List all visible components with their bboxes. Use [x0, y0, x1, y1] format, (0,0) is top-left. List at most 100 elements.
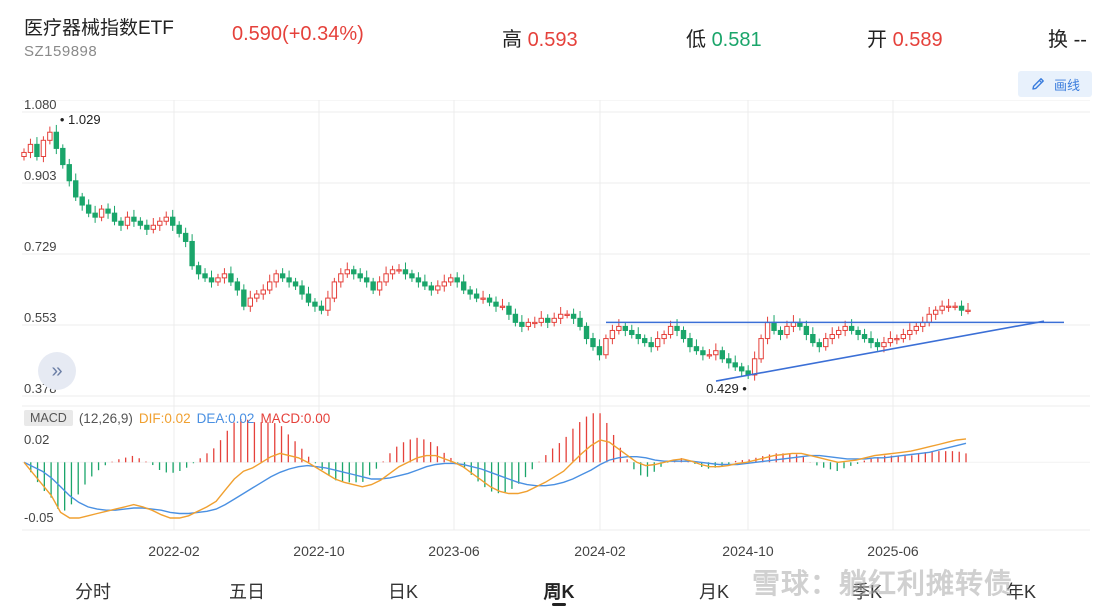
candle-body	[609, 329, 616, 340]
candle-body	[512, 313, 519, 323]
candle-body	[532, 321, 538, 325]
candle-body	[680, 329, 687, 340]
candle-body	[79, 196, 85, 206]
candle-body	[545, 317, 551, 323]
candle-body	[402, 269, 409, 275]
candle-body	[616, 325, 622, 331]
current-price: 0.590(+0.34%)	[232, 23, 364, 45]
candle-body	[894, 338, 900, 341]
watermark: 雪球：躺红利摊转债	[752, 568, 1014, 599]
trend-lines	[606, 320, 1064, 382]
candle-body	[66, 164, 72, 182]
candle-body	[674, 325, 680, 331]
candle-body	[247, 297, 254, 307]
candle-body	[376, 281, 383, 291]
candle-body	[111, 212, 118, 222]
macd-lines	[23, 438, 967, 519]
candle-body	[260, 289, 266, 295]
candle-body	[292, 281, 299, 287]
macd-y-tick-label: -0.05	[24, 510, 54, 525]
candle-body	[939, 305, 945, 311]
candle-body	[713, 350, 719, 356]
candle-body	[480, 297, 486, 300]
candle-body	[751, 358, 758, 376]
candle-body	[700, 350, 706, 356]
candle-body	[331, 281, 338, 299]
candle-body	[816, 342, 822, 348]
candle-body	[525, 321, 532, 327]
candle-body	[945, 305, 952, 308]
x-tick-label: 2025-06	[867, 543, 919, 559]
candle-body	[473, 293, 480, 299]
draw-line-button[interactable]: 画线	[1018, 71, 1092, 97]
candle-body	[299, 285, 305, 295]
candle-body	[441, 281, 447, 287]
candle-body	[861, 334, 868, 340]
candle-body	[758, 338, 764, 360]
active-tab-indicator	[552, 603, 566, 606]
low-stat: 低 0.581	[686, 23, 762, 52]
macd-value: MACD:0.00	[260, 410, 331, 426]
candle-body	[932, 309, 939, 315]
candle-body	[176, 224, 182, 234]
candle-body	[27, 143, 34, 153]
candle-body	[234, 281, 241, 291]
candle-body	[732, 362, 738, 368]
tab-quarterly-k[interactable]: 季K	[851, 582, 882, 602]
candle-body	[202, 273, 208, 279]
candle-body	[363, 277, 370, 283]
y-tick-label: 0.903	[24, 168, 57, 183]
candle-body	[810, 334, 816, 344]
candle-body	[952, 305, 958, 308]
draw-line-label: 画线	[1053, 77, 1080, 93]
candle-body	[396, 269, 402, 272]
candle-body	[254, 293, 260, 299]
candle-body	[344, 269, 350, 275]
candle-body	[60, 147, 66, 166]
candle-body	[706, 354, 713, 357]
candle-body	[286, 277, 292, 283]
candle-body	[448, 277, 454, 283]
candle-body	[144, 224, 150, 230]
tab-intraday[interactable]: 分时	[75, 582, 111, 602]
macd-indicator-tag[interactable]: MACD	[24, 410, 73, 426]
candle-body	[325, 297, 331, 311]
candle-body	[409, 273, 415, 279]
candle-body	[383, 273, 389, 283]
turnover-label: 换	[1048, 29, 1068, 51]
candle-body	[195, 265, 202, 275]
candle-body	[318, 305, 325, 311]
y-tick-label: 0.553	[24, 310, 57, 325]
candle-body	[170, 216, 176, 226]
candle-body	[622, 325, 629, 331]
candle-body	[868, 338, 874, 344]
dif-line	[23, 438, 967, 519]
macd-dif: DIF:0.02	[138, 410, 191, 426]
tab-five-day[interactable]: 五日	[229, 582, 265, 602]
macd-dea: DEA:0.02	[196, 410, 255, 426]
candle-body	[182, 232, 189, 242]
max-price-label: • 1.029	[60, 112, 101, 127]
tab-yearly-k[interactable]: 年K	[1005, 582, 1036, 602]
candle-body	[874, 342, 881, 348]
tab-weekly-k[interactable]: 周K	[543, 582, 575, 602]
tab-monthly-k[interactable]: 月K	[698, 582, 729, 602]
candle-body	[881, 342, 887, 348]
candle-body	[221, 273, 228, 279]
candle-body	[771, 321, 777, 331]
high-label: 高	[502, 29, 522, 51]
candle-body	[428, 285, 435, 291]
candle-body	[208, 277, 215, 283]
pencil-icon	[1032, 78, 1044, 90]
open-value: 0.589	[892, 29, 943, 51]
candle-body	[118, 220, 124, 226]
candle-body	[726, 358, 732, 364]
candle-body	[189, 240, 195, 267]
candle-body	[848, 325, 855, 331]
candle-body	[131, 216, 137, 222]
expand-icon[interactable]: »	[38, 352, 76, 390]
quote-header: 医疗器械指数ETF SZ159898 0.590(+0.34%) 高 0.593…	[0, 0, 1106, 72]
tab-daily-k[interactable]: 日K	[387, 582, 418, 602]
candle-body	[738, 366, 745, 372]
